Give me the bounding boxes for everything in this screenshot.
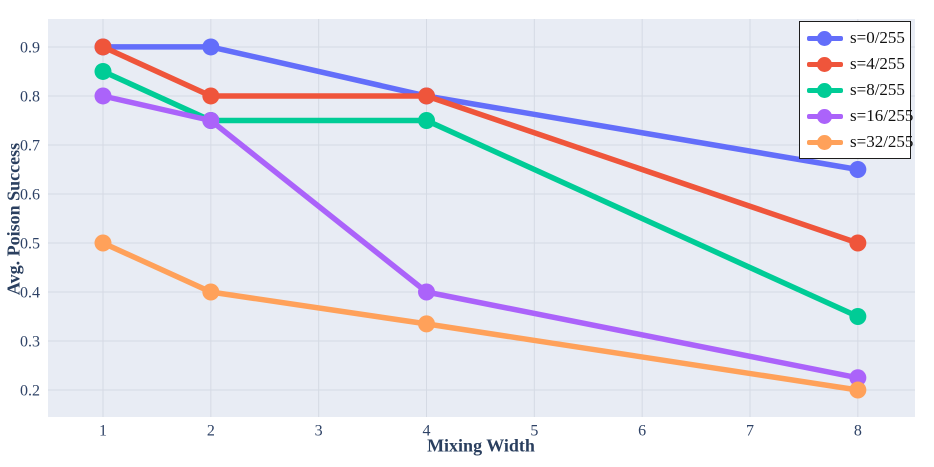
x-tick-label: 1 bbox=[99, 423, 107, 440]
x-tick-label: 5 bbox=[530, 423, 538, 440]
legend-label: s=0/255 bbox=[850, 28, 905, 47]
y-tick-label: 0.8 bbox=[20, 89, 40, 106]
legend-item-s-32-255[interactable]: s=32/255 bbox=[807, 129, 913, 155]
data-point-s-4-255 bbox=[849, 234, 867, 252]
legend-label: s=16/255 bbox=[850, 106, 914, 125]
data-point-s-32-255 bbox=[94, 234, 112, 252]
series-line-s-0-255 bbox=[100, 44, 861, 173]
legend-dot-icon bbox=[817, 30, 832, 46]
legend-marker-icon bbox=[807, 30, 843, 46]
x-axis-title: Mixing Width bbox=[427, 435, 535, 456]
data-point-s-0-255 bbox=[202, 38, 220, 56]
legend-item-s-4-255[interactable]: s=4/255 bbox=[807, 51, 905, 77]
series-line-s-8-255 bbox=[100, 68, 861, 320]
legend-item-s-0-255[interactable]: s=0/255 bbox=[807, 25, 905, 51]
y-tick-label: 0.5 bbox=[20, 236, 40, 253]
y-tick-label: 0.6 bbox=[20, 187, 40, 204]
data-point-s-32-255 bbox=[418, 315, 436, 333]
x-tick-label: 7 bbox=[746, 423, 754, 440]
legend-item-s-8-255[interactable]: s=8/255 bbox=[807, 77, 905, 103]
data-point-s-32-255 bbox=[202, 283, 220, 301]
x-tick-label: 6 bbox=[638, 423, 646, 440]
x-tick-label: 4 bbox=[423, 423, 431, 440]
y-tick-label: 0.9 bbox=[20, 40, 40, 57]
x-tick-label: 8 bbox=[854, 423, 862, 440]
legend: s=0/255 s=4/255 s=8/255 s=16/255 s=32/255 bbox=[799, 21, 913, 159]
legend-dot-icon bbox=[817, 108, 832, 124]
legend-marker-icon bbox=[807, 108, 843, 124]
data-point-s-16-255 bbox=[418, 283, 436, 301]
data-point-s-0-255 bbox=[849, 160, 867, 178]
data-point-s-4-255 bbox=[418, 87, 436, 105]
x-tick-label: 2 bbox=[207, 423, 215, 440]
data-point-s-16-255 bbox=[202, 111, 220, 129]
legend-marker-icon bbox=[807, 82, 843, 98]
data-point-s-16-255 bbox=[94, 87, 112, 105]
data-point-s-4-255 bbox=[202, 87, 220, 105]
y-tick-label: 0.4 bbox=[20, 285, 40, 302]
series-line-s-4-255 bbox=[100, 44, 861, 246]
legend-label: s=32/255 bbox=[850, 132, 914, 151]
data-point-s-8-255 bbox=[94, 62, 112, 80]
y-tick-label: 0.7 bbox=[20, 138, 40, 155]
y-tick-label: 0.2 bbox=[20, 383, 40, 400]
series-line-s-32-255 bbox=[100, 240, 861, 393]
data-point-s-8-255 bbox=[849, 308, 867, 326]
legend-item-s-16-255[interactable]: s=16/255 bbox=[807, 103, 913, 129]
data-point-s-32-255 bbox=[849, 381, 867, 399]
data-point-s-8-255 bbox=[418, 111, 436, 129]
x-tick-label: 3 bbox=[315, 423, 323, 440]
legend-label: s=8/255 bbox=[850, 80, 905, 99]
series-line-s-16-255 bbox=[100, 93, 861, 381]
data-point-s-16-255 bbox=[849, 369, 867, 387]
legend-marker-icon bbox=[807, 134, 843, 150]
y-axis-title: Avg. Poison Success bbox=[3, 142, 24, 296]
legend-marker-icon bbox=[807, 56, 843, 72]
legend-dot-icon bbox=[817, 134, 832, 150]
legend-label: s=4/255 bbox=[850, 54, 905, 73]
y-tick-label: 0.3 bbox=[20, 334, 40, 351]
data-point-s-4-255 bbox=[94, 38, 112, 56]
legend-dot-icon bbox=[817, 82, 832, 98]
legend-dot-icon bbox=[817, 56, 832, 72]
